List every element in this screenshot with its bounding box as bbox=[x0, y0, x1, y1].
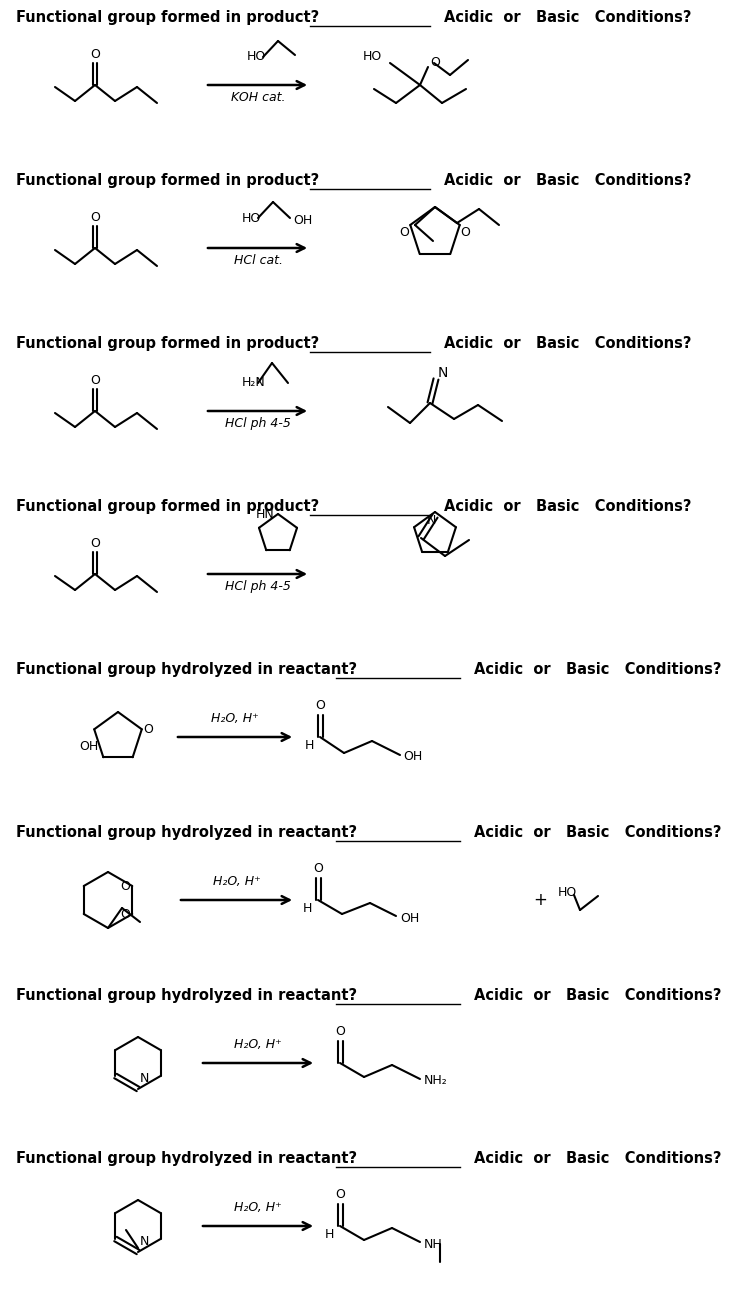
Text: Acidic  or   Basic   Conditions?: Acidic or Basic Conditions? bbox=[474, 825, 721, 840]
Text: +: + bbox=[533, 891, 547, 909]
Text: O: O bbox=[313, 862, 323, 875]
Text: OH: OH bbox=[293, 213, 312, 226]
Text: O: O bbox=[90, 374, 100, 387]
Text: O: O bbox=[461, 226, 470, 239]
Text: Acidic  or   Basic   Conditions?: Acidic or Basic Conditions? bbox=[444, 498, 692, 514]
Text: Acidic  or   Basic   Conditions?: Acidic or Basic Conditions? bbox=[474, 988, 721, 1003]
Text: H₂O, H⁺: H₂O, H⁺ bbox=[234, 1039, 282, 1052]
Text: N: N bbox=[140, 1235, 149, 1248]
Text: O: O bbox=[335, 1188, 345, 1201]
Text: HCl cat.: HCl cat. bbox=[233, 254, 283, 267]
Text: OH: OH bbox=[403, 751, 422, 764]
Text: HO: HO bbox=[242, 212, 261, 225]
Text: O: O bbox=[143, 723, 152, 736]
Text: N: N bbox=[426, 514, 436, 527]
Text: H₂O, H⁺: H₂O, H⁺ bbox=[213, 875, 261, 888]
Text: O: O bbox=[90, 538, 100, 549]
Text: H₂N: H₂N bbox=[242, 377, 266, 390]
Text: Functional group hydrolyzed in reactant?: Functional group hydrolyzed in reactant? bbox=[16, 825, 357, 840]
Text: O: O bbox=[315, 698, 325, 712]
Text: NH₂: NH₂ bbox=[424, 1074, 447, 1087]
Text: O: O bbox=[335, 1025, 345, 1039]
Text: HCl ph 4-5: HCl ph 4-5 bbox=[225, 579, 291, 593]
Text: Acidic  or   Basic   Conditions?: Acidic or Basic Conditions? bbox=[444, 10, 692, 25]
Text: HN: HN bbox=[256, 508, 275, 521]
Text: Functional group formed in product?: Functional group formed in product? bbox=[16, 498, 319, 514]
Text: OH: OH bbox=[79, 740, 99, 753]
Text: H: H bbox=[302, 903, 312, 916]
Text: Acidic  or   Basic   Conditions?: Acidic or Basic Conditions? bbox=[474, 1151, 721, 1165]
Text: N: N bbox=[438, 366, 448, 381]
Text: O: O bbox=[90, 48, 100, 61]
Text: Acidic  or   Basic   Conditions?: Acidic or Basic Conditions? bbox=[444, 173, 692, 188]
Text: O: O bbox=[430, 56, 440, 69]
Text: O: O bbox=[90, 211, 100, 224]
Text: Acidic  or   Basic   Conditions?: Acidic or Basic Conditions? bbox=[444, 336, 692, 351]
Text: Acidic  or   Basic   Conditions?: Acidic or Basic Conditions? bbox=[474, 662, 721, 678]
Text: H: H bbox=[325, 1228, 334, 1241]
Text: N: N bbox=[140, 1073, 149, 1086]
Text: Functional group hydrolyzed in reactant?: Functional group hydrolyzed in reactant? bbox=[16, 988, 357, 1003]
Text: O: O bbox=[400, 226, 409, 239]
Text: HCl ph 4-5: HCl ph 4-5 bbox=[225, 417, 291, 430]
Text: Functional group formed in product?: Functional group formed in product? bbox=[16, 10, 319, 25]
Text: O: O bbox=[121, 908, 130, 921]
Text: KOH cat.: KOH cat. bbox=[231, 92, 286, 105]
Text: Functional group hydrolyzed in reactant?: Functional group hydrolyzed in reactant? bbox=[16, 662, 357, 678]
Text: HO: HO bbox=[558, 886, 577, 899]
Text: Functional group formed in product?: Functional group formed in product? bbox=[16, 173, 319, 188]
Text: Functional group formed in product?: Functional group formed in product? bbox=[16, 336, 319, 351]
Text: H: H bbox=[305, 739, 314, 752]
Text: HO: HO bbox=[363, 51, 382, 64]
Text: Functional group hydrolyzed in reactant?: Functional group hydrolyzed in reactant? bbox=[16, 1151, 357, 1165]
Text: HO: HO bbox=[247, 51, 266, 64]
Text: O: O bbox=[121, 879, 130, 892]
Text: H₂O, H⁺: H₂O, H⁺ bbox=[211, 712, 259, 725]
Text: NH: NH bbox=[424, 1237, 443, 1250]
Text: OH: OH bbox=[400, 912, 420, 925]
Text: H₂O, H⁺: H₂O, H⁺ bbox=[234, 1201, 282, 1214]
